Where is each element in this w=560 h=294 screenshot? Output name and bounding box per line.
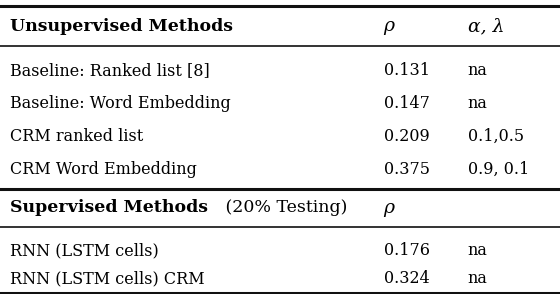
Text: Supervised Methods: Supervised Methods — [10, 199, 208, 216]
Text: na: na — [468, 270, 487, 287]
Text: 0.1,0.5: 0.1,0.5 — [468, 128, 524, 145]
Text: CRM ranked list: CRM ranked list — [10, 128, 143, 145]
Text: Unsupervised Methods: Unsupervised Methods — [10, 18, 233, 35]
Text: ρ: ρ — [384, 199, 395, 217]
Text: 0.209: 0.209 — [384, 128, 430, 145]
Text: Baseline: Ranked list [8]: Baseline: Ranked list [8] — [10, 62, 210, 79]
Text: (20% Testing): (20% Testing) — [220, 199, 347, 216]
Text: na: na — [468, 95, 487, 112]
Text: 0.176: 0.176 — [384, 242, 430, 259]
Text: RNN (LSTM cells): RNN (LSTM cells) — [10, 242, 159, 259]
Text: 0.9, 0.1: 0.9, 0.1 — [468, 161, 529, 178]
Text: RNN (LSTM cells) CRM: RNN (LSTM cells) CRM — [10, 270, 205, 287]
Text: 0.324: 0.324 — [384, 270, 430, 287]
Text: Baseline: Word Embedding: Baseline: Word Embedding — [10, 95, 231, 112]
Text: 0.131: 0.131 — [384, 62, 430, 79]
Text: 0.147: 0.147 — [384, 95, 430, 112]
Text: CRM Word Embedding: CRM Word Embedding — [10, 161, 197, 178]
Text: α, λ: α, λ — [468, 17, 504, 36]
Text: 0.375: 0.375 — [384, 161, 430, 178]
Text: na: na — [468, 242, 487, 259]
Text: ρ: ρ — [384, 17, 395, 36]
Text: na: na — [468, 62, 487, 79]
